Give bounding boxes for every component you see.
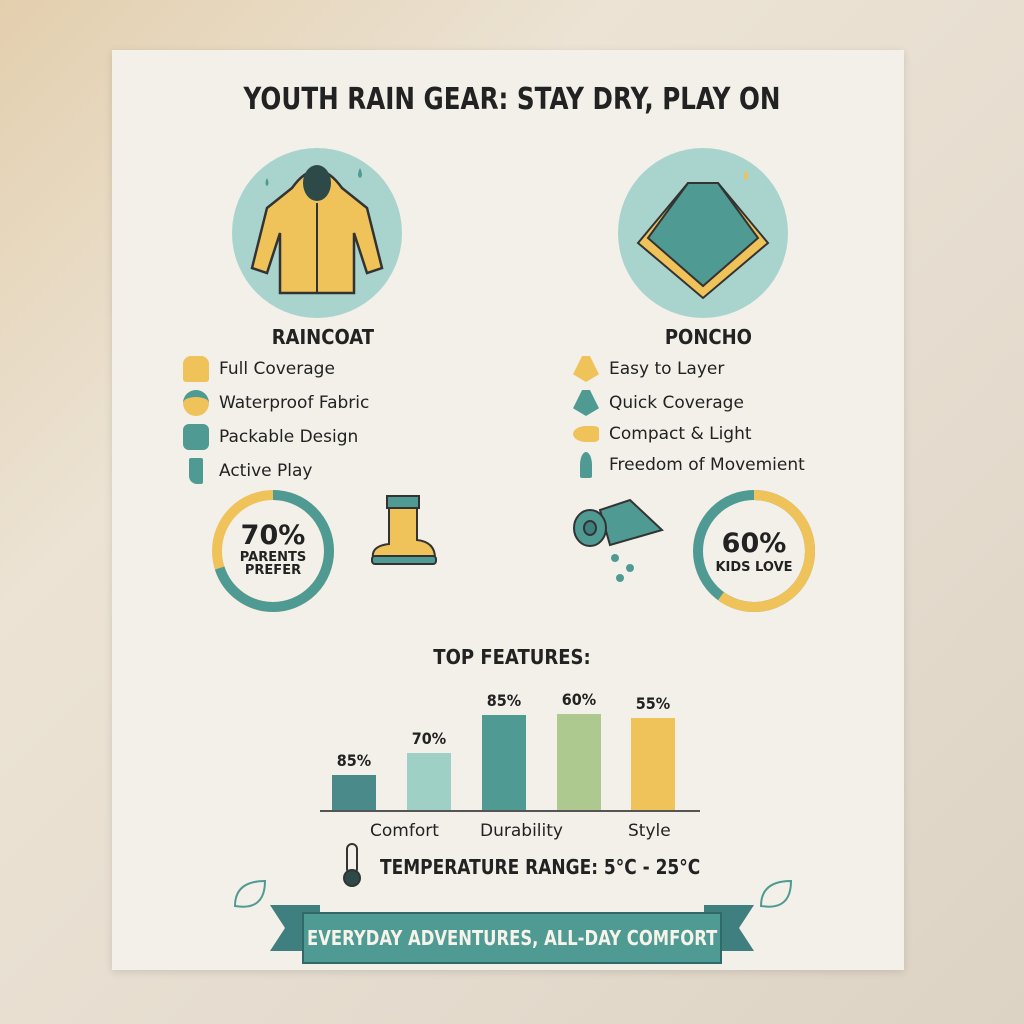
feature-item: Full Coverage xyxy=(183,356,369,382)
chart-axis xyxy=(320,810,700,812)
raincoat-circle xyxy=(232,148,402,318)
bar xyxy=(482,715,526,810)
kids-love-stat: 60% KIDS LOVE xyxy=(715,528,793,575)
bar xyxy=(557,714,601,810)
rain-boot-icon xyxy=(371,495,437,565)
feature-item: Freedom of Movemient xyxy=(573,452,805,478)
bar xyxy=(332,775,376,810)
chart-title: TOP FEATURES: xyxy=(433,645,591,669)
poncho-teal-icon xyxy=(573,390,599,416)
bar-value-label: 60% xyxy=(561,690,597,709)
running-child-icon xyxy=(580,452,592,478)
page-title: YOUTH RAIN GEAR: STAY DRY, PLAY ON xyxy=(243,82,781,117)
banner: EVERYDAY ADVENTURES, ALL-DAY COMFORT xyxy=(302,912,722,964)
feature-item: Packable Design xyxy=(183,424,369,450)
poncho-heading: PONCHO xyxy=(664,325,752,349)
raincoat-small-icon xyxy=(183,356,209,382)
bar-value-label: 70% xyxy=(411,729,447,748)
raincoat-icon xyxy=(250,165,384,295)
bar xyxy=(631,718,675,810)
category-label: Style xyxy=(628,821,671,841)
poncho-circle xyxy=(618,148,788,318)
bar xyxy=(407,753,451,810)
feature-item: Active Play xyxy=(183,458,369,484)
poncho-small-icon xyxy=(573,356,599,382)
child-face-icon xyxy=(183,390,209,416)
raincoat-heading: RAINCOAT xyxy=(271,325,375,349)
feature-item: Waterproof Fabric xyxy=(183,390,369,416)
feature-item: Easy to Layer xyxy=(573,356,805,382)
rolled-poncho-large-icon xyxy=(573,498,664,582)
thermometer-icon xyxy=(343,843,361,887)
temperature-range: TEMPERATURE RANGE: 5°C - 25°C xyxy=(380,855,701,879)
rolled-poncho-icon xyxy=(573,426,599,442)
kids-love-ring xyxy=(693,490,815,612)
poncho-features: Easy to Layer Quick Coverage Compact & L… xyxy=(573,356,805,478)
bar-value-label: 85% xyxy=(336,751,372,770)
bar-value-label: 85% xyxy=(486,691,522,710)
parents-prefer-ring xyxy=(212,490,334,612)
category-label: Durability xyxy=(480,821,563,841)
leaf-icon xyxy=(759,879,793,908)
poncho-icon xyxy=(636,170,770,300)
category-label: Comfort xyxy=(370,821,439,841)
feature-item: Compact & Light xyxy=(573,424,805,444)
bar-value-label: 55% xyxy=(635,694,671,713)
feature-item: Quick Coverage xyxy=(573,390,805,416)
parents-prefer-stat: 70% PARENTS PREFER xyxy=(239,520,307,578)
raincoat-features: Full Coverage Waterproof Fabric Packable… xyxy=(183,356,369,484)
backpack-icon xyxy=(183,424,209,450)
leaf-icon xyxy=(233,879,267,908)
bar-chart: 85% 70% 85% 60% 55% xyxy=(320,690,700,810)
boot-small-icon xyxy=(189,458,203,484)
